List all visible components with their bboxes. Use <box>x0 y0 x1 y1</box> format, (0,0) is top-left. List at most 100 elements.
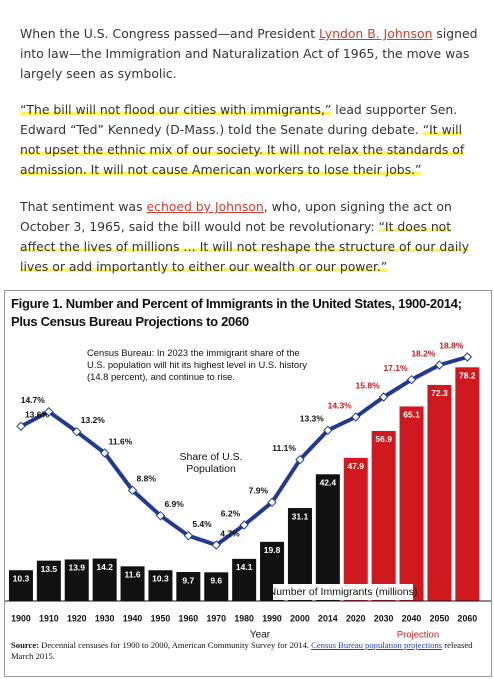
series-label: Share of U.S. Population <box>179 451 243 475</box>
marker <box>434 360 445 370</box>
x-tick-label: 1980 <box>234 613 254 623</box>
share-label: 11.1% <box>272 443 296 453</box>
bar-value-label: 14.2 <box>96 562 113 572</box>
marker <box>378 392 389 402</box>
share-label: 6.9% <box>164 499 184 509</box>
bar-value-label: 56.9 <box>375 434 392 444</box>
x-tick-label: 1950 <box>151 613 171 623</box>
share-label: 13.2% <box>81 415 106 425</box>
share-label: 4.7% <box>220 528 240 538</box>
marker <box>406 374 417 385</box>
x-tick-label: 2000 <box>290 613 310 623</box>
bar-value-label: 78.2 <box>459 371 476 381</box>
x-tick-label: 2060 <box>458 613 478 623</box>
marker <box>44 406 54 417</box>
text: lead supporter Sen. Edward “Ted” Kennedy… <box>20 102 458 137</box>
x-tick-label: 1990 <box>262 613 282 623</box>
source-text: Decennial censuses for 1900 to 2000, Ame… <box>39 640 312 650</box>
marker <box>99 448 110 458</box>
chart: 10.3 13.5 13.9 14.2 11.6 10.3 9.7 9.6 14.1 19.8 31… <box>4 290 492 677</box>
chart-plot: 10.3 13.5 13.9 14.2 11.6 10.3 9.7 9.6 14.1 19.8 31… <box>5 340 491 641</box>
bar <box>232 558 257 601</box>
highlighted-quote: “The bill will not flood our cities with… <box>20 102 332 117</box>
bar <box>399 406 424 601</box>
marker <box>267 497 277 508</box>
bar <box>427 384 452 601</box>
bar <box>371 430 396 601</box>
paragraph: When the U.S. Congress passed—and Presid… <box>20 24 478 84</box>
share-label: 13.6% <box>25 410 50 420</box>
marker <box>72 426 82 437</box>
share-label: 11.6% <box>109 436 133 446</box>
paragraph: “The bill will not flood our cities with… <box>20 100 478 180</box>
x-tick-label: 1940 <box>123 613 143 623</box>
bar-value-label: 42.4 <box>320 478 337 488</box>
x-tick-label: 1930 <box>95 613 115 623</box>
share-label: 18.8% <box>439 340 464 350</box>
x-axis-label: Year <box>250 630 271 641</box>
link[interactable]: echoed by Johnson <box>146 199 264 214</box>
source: Source: Decennial censuses for 1900 to 2… <box>11 640 489 662</box>
marker <box>295 454 305 465</box>
bar-value-label: 31.1 <box>292 511 309 521</box>
bar <box>176 572 201 601</box>
share-label: 6.2% <box>221 508 241 518</box>
share-label: 5.4% <box>192 519 212 529</box>
bar <box>204 572 229 601</box>
marker <box>155 510 166 521</box>
marker <box>183 530 194 541</box>
source-label: Source: <box>11 640 40 650</box>
text: That sentiment was <box>20 199 147 214</box>
bar-value-label: 10.3 <box>152 573 169 583</box>
share-label: 7.9% <box>249 486 269 496</box>
marker <box>323 425 333 436</box>
bar-value-label: 47.9 <box>347 461 364 471</box>
share-label: 15.8% <box>356 380 381 390</box>
bar-value-label: 14.1 <box>236 562 253 572</box>
bar <box>64 559 89 601</box>
source-link[interactable]: Census Bureau population projections <box>311 640 443 650</box>
bar <box>92 558 117 601</box>
x-tick-label: 2014 <box>318 613 338 623</box>
highlighted-quote: “It does not affect the lives of million… <box>20 219 470 274</box>
bar-value-label: 11.6 <box>125 570 141 580</box>
legend-label: Number of Immigrants (millions) <box>269 586 418 598</box>
marker <box>462 352 473 362</box>
share-label: 17.1% <box>383 363 408 373</box>
bar-value-label: 65.1 <box>403 410 420 420</box>
x-tick-label: 2030 <box>374 613 394 623</box>
bar-value-label: 10.3 <box>13 573 30 583</box>
marker <box>239 520 249 530</box>
bar-value-label: 9.7 <box>182 575 194 585</box>
bar-value-label: 19.8 <box>264 545 281 555</box>
series-label-box: Share of U.S. Population <box>179 451 243 475</box>
bar-value-label: 13.5 <box>41 564 58 574</box>
x-tick-label: 2040 <box>402 613 422 623</box>
legend-box <box>273 584 413 600</box>
link[interactable]: Lyndon B. Johnson <box>319 26 433 41</box>
marker <box>127 485 138 496</box>
x-tick-label: 1970 <box>206 613 226 623</box>
bar <box>343 457 368 601</box>
text: signed into law—the Immigration and Natu… <box>20 26 478 81</box>
paragraph: That sentiment was echoed by Johnson, wh… <box>20 197 478 277</box>
marker <box>16 421 26 432</box>
marker <box>211 540 221 550</box>
x-tick-label: 2050 <box>430 613 450 623</box>
bar <box>36 560 61 601</box>
text: When the U.S. Congress passed—and Presid… <box>20 26 320 41</box>
bar <box>315 474 340 601</box>
projection-label: Projection <box>397 630 439 641</box>
annotation: Census Bureau: In 2023 the immigrant sha… <box>87 347 307 382</box>
bar <box>148 570 173 601</box>
bar-value-label: 72.3 <box>431 388 448 398</box>
bar <box>455 367 480 601</box>
bar-value-label: 13.9 <box>68 563 85 573</box>
chart-title: Figure 1. Number and Percent of Immigran… <box>11 296 462 329</box>
marker <box>351 412 361 422</box>
share-label: 13.3% <box>300 414 325 424</box>
bar <box>120 566 145 601</box>
bar-value-label: 9.6 <box>210 576 222 586</box>
text: , who, upon signing the act on October 3… <box>20 199 452 234</box>
